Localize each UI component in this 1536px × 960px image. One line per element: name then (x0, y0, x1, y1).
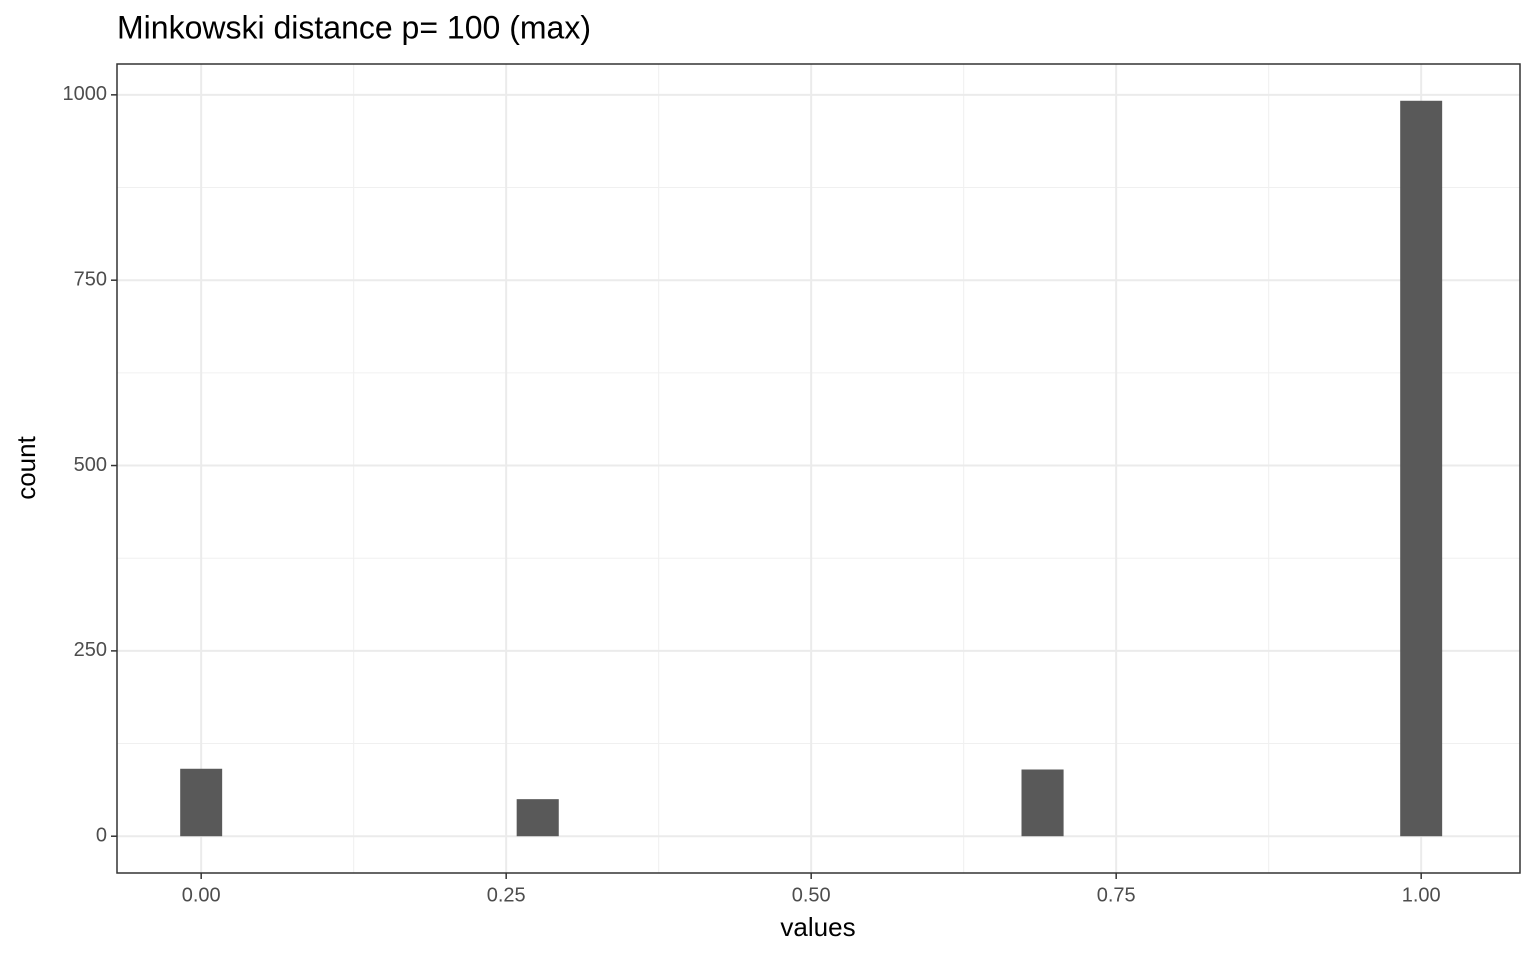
y-tick-label: 1000 (63, 83, 108, 105)
y-tick-label: 500 (74, 454, 107, 476)
x-axis-title: values (780, 912, 855, 942)
bar (516, 799, 559, 837)
panel-border (116, 63, 1521, 874)
y-tick-label: 0 (96, 825, 107, 847)
x-tick-label: 0.75 (1097, 884, 1136, 906)
x-tick-label: 0.50 (792, 884, 831, 906)
chart-title: Minkowski distance p= 100 (max) (117, 9, 591, 45)
bar (180, 768, 223, 837)
y-axis-title: count (11, 435, 41, 499)
x-tick-label: 0.00 (182, 884, 221, 906)
bar (1021, 769, 1064, 837)
bar (1400, 100, 1443, 837)
y-tick-label: 750 (74, 268, 107, 290)
x-tick-label: 0.25 (487, 884, 526, 906)
y-tick-label: 250 (74, 639, 107, 661)
x-tick-label: 1.00 (1402, 884, 1441, 906)
